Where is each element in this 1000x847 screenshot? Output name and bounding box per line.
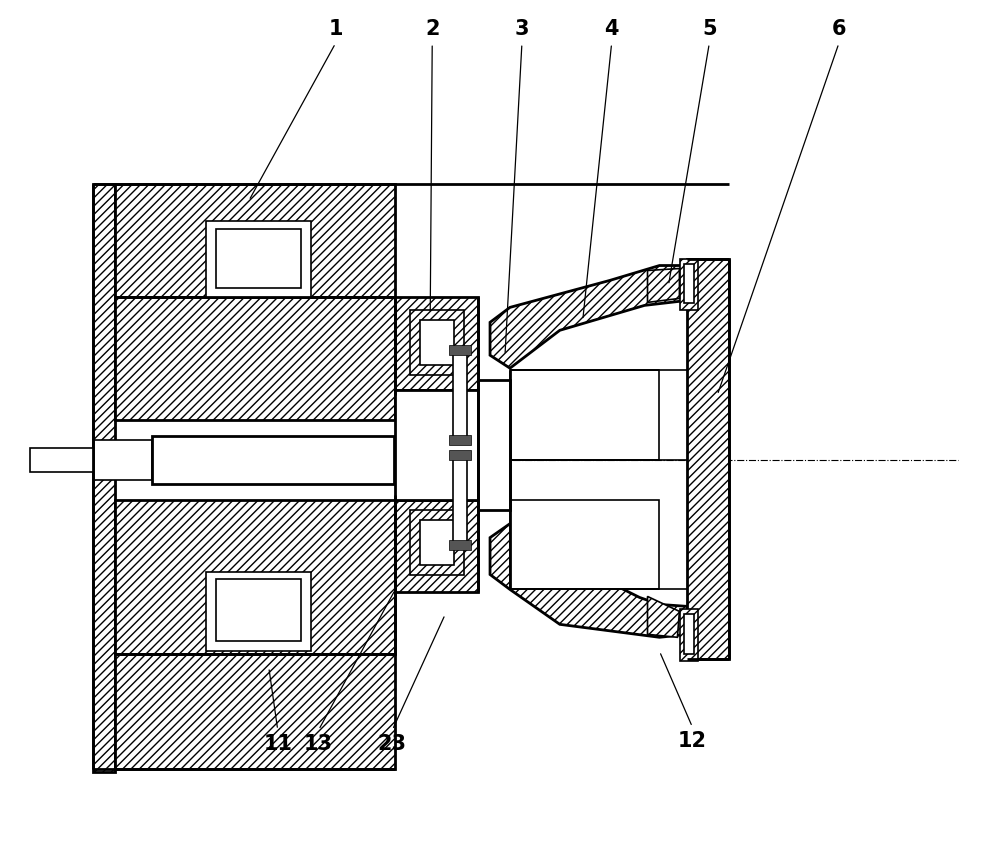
Text: 5: 5 — [702, 19, 717, 39]
Bar — [680, 258, 698, 310]
Bar — [410, 510, 464, 574]
Text: 2: 2 — [425, 19, 439, 39]
Text: 13: 13 — [304, 734, 333, 754]
Bar — [395, 297, 478, 390]
Bar — [680, 609, 698, 662]
Text: 1: 1 — [328, 19, 343, 39]
Bar — [687, 258, 729, 659]
Polygon shape — [648, 268, 679, 302]
Bar — [115, 184, 395, 298]
Bar — [206, 221, 311, 298]
Bar — [94, 440, 152, 479]
Polygon shape — [490, 265, 687, 368]
Text: 23: 23 — [378, 734, 407, 754]
Bar — [395, 390, 478, 500]
Bar — [420, 520, 454, 565]
Text: 11: 11 — [263, 734, 292, 754]
Polygon shape — [648, 596, 679, 637]
Text: 3: 3 — [515, 19, 529, 39]
Text: 12: 12 — [678, 731, 707, 751]
Bar — [510, 370, 659, 460]
Bar — [510, 500, 659, 590]
Bar — [93, 184, 115, 772]
Bar — [115, 500, 395, 654]
Bar — [395, 500, 478, 592]
Bar — [453, 455, 467, 545]
Bar — [216, 229, 301, 289]
Bar — [115, 654, 395, 769]
Polygon shape — [490, 523, 687, 637]
Bar — [449, 540, 471, 550]
Bar — [449, 450, 471, 460]
Bar — [478, 380, 510, 510]
Bar — [449, 435, 471, 445]
Bar — [449, 346, 471, 355]
Bar — [216, 579, 301, 641]
Text: 4: 4 — [604, 19, 619, 39]
Bar — [420, 320, 454, 365]
Bar — [30, 448, 94, 472]
Text: 6: 6 — [832, 19, 846, 39]
Bar — [453, 351, 467, 440]
Bar — [410, 310, 464, 375]
Bar — [206, 572, 311, 651]
Bar — [684, 263, 694, 303]
Bar — [684, 614, 694, 654]
Bar — [115, 297, 395, 420]
Bar — [152, 436, 394, 484]
